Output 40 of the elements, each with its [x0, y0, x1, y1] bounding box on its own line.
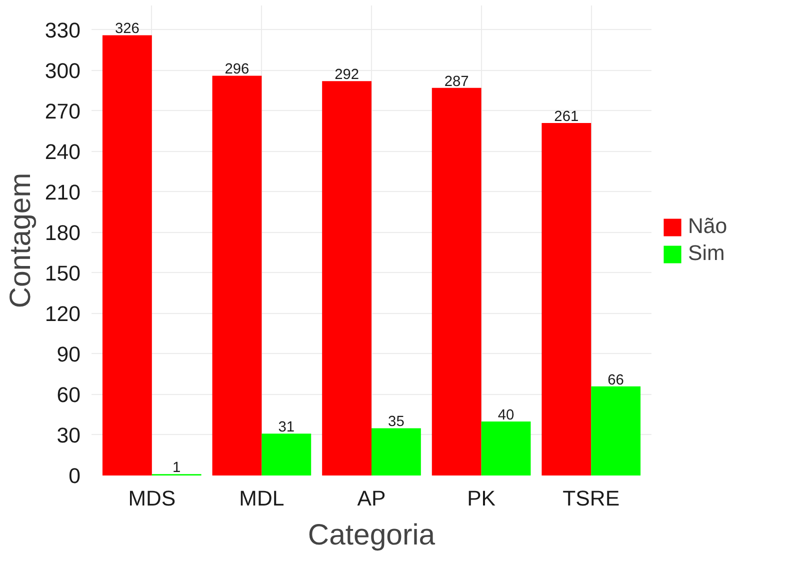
legend-label: Não — [688, 214, 728, 239]
y-tick-label: 240 — [44, 140, 81, 164]
bar — [102, 35, 152, 476]
y-tick-label: 300 — [44, 58, 81, 83]
bar — [591, 386, 641, 476]
y-tick-label: 90 — [56, 342, 81, 366]
legend-label: Sim — [688, 241, 725, 266]
x-axis-title: Categoria — [308, 518, 436, 552]
data-label: 35 — [388, 414, 404, 430]
data-label: 287 — [444, 74, 469, 90]
x-tick-label: TSRE — [562, 486, 620, 510]
data-label: 1 — [172, 460, 181, 476]
y-tick-label: 120 — [44, 302, 81, 326]
x-tick-label: AP — [357, 486, 386, 510]
y-tick-label: 210 — [44, 180, 81, 204]
bar — [432, 88, 482, 476]
bar — [212, 76, 262, 476]
bar — [262, 434, 312, 476]
y-tick-label: 150 — [44, 261, 81, 286]
y-tick-label: 0 — [68, 464, 81, 488]
bar — [542, 123, 592, 476]
y-axis-title: Contagem — [4, 172, 37, 308]
bar — [481, 421, 531, 476]
x-tick-label: PK — [467, 486, 496, 510]
data-label: 31 — [278, 420, 295, 436]
x-tick-label: MDL — [239, 486, 284, 510]
y-tick-label: 30 — [56, 423, 81, 448]
x-tick-label: MDS — [128, 486, 176, 510]
data-label: 261 — [554, 109, 579, 125]
y-tick-label: 60 — [56, 382, 81, 407]
data-label: 296 — [224, 62, 250, 78]
data-label: 66 — [608, 372, 624, 388]
y-tick-label: 330 — [44, 18, 81, 42]
data-label: 40 — [498, 407, 514, 424]
bar — [322, 81, 372, 476]
bar — [372, 428, 421, 476]
y-tick-label: 270 — [44, 99, 81, 124]
data-label: 292 — [334, 67, 360, 84]
data-label: 326 — [114, 21, 140, 38]
y-tick-label: 180 — [44, 220, 81, 245]
